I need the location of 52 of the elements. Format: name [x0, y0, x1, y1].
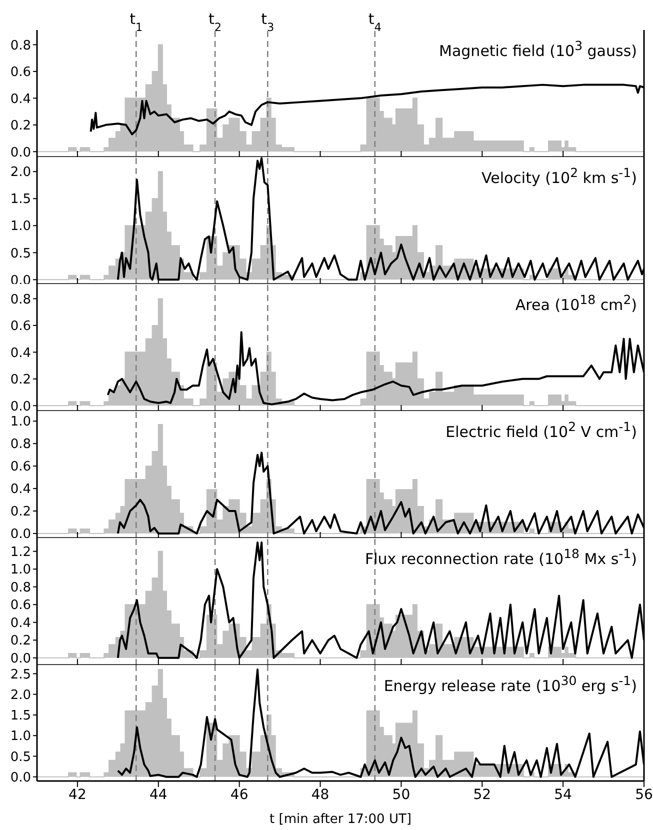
y-tick-label: 0.0: [10, 145, 31, 160]
y-tick-label: 0.4: [10, 482, 31, 498]
y-tick-label: 0.2: [10, 504, 31, 520]
y-tick-label: 1.5: [10, 708, 31, 724]
y-tick-label: 0.8: [10, 38, 31, 54]
y-tick-label: 2.0: [10, 165, 31, 180]
y-tick-label: 0.0: [10, 399, 31, 414]
y-tick-label: 0.6: [10, 65, 31, 80]
x-tick-label: 54: [554, 786, 572, 803]
y-tick-label: 0.5: [10, 246, 31, 262]
y-tick-label: 1.0: [10, 219, 31, 234]
y-tick-label: 0.8: [10, 437, 31, 452]
y-tick-label: 0.2: [10, 634, 31, 649]
x-tick-label: 50: [392, 786, 410, 803]
y-tick-label: 1.0: [10, 562, 31, 578]
y-tick-label: 0.2: [10, 372, 31, 388]
y-tick-label: 1.0: [10, 414, 31, 430]
annotation: Energy release rate (10$^{30}$ erg s$^{-1}$): [384, 673, 637, 695]
ref-line-label: t$_{4}$: [368, 10, 382, 34]
x-tick-label: 46: [230, 786, 248, 803]
y-tick-label: 0.5: [10, 750, 31, 765]
ref-line-label: t$_{3}$: [261, 10, 274, 34]
x-tick-label: 44: [149, 786, 168, 803]
y-tick-label: 0.4: [10, 616, 31, 631]
y-tick-label: 1.5: [10, 192, 31, 208]
annotation: Area (10$^{18}$ cm$^{2}$): [515, 292, 637, 314]
y-tick-label: 0.0: [10, 652, 31, 667]
y-tick-label: 0.4: [10, 346, 31, 361]
y-tick-label: 0.4: [10, 92, 31, 107]
y-tick-label: 0.2: [10, 118, 31, 134]
y-tick-label: 0.8: [10, 580, 31, 596]
x-axis-title: t [min after 17:00 UT]: [270, 812, 412, 827]
x-tick-label: 42: [68, 786, 86, 803]
y-tick-label: 0.0: [10, 770, 31, 786]
y-tick-label: 1.2: [10, 544, 31, 560]
annotation: Velocity (10$^{2}$ km s$^{-1}$): [482, 165, 637, 187]
y-tick-label: 0.6: [10, 319, 31, 334]
y-tick-label: 0.8: [10, 292, 31, 308]
annotation: Magnetic field (10$^{3}$ gauss): [439, 38, 637, 60]
x-tick-label: 48: [311, 786, 330, 803]
y-tick-label: 0.0: [10, 527, 31, 542]
ref-line-label: t$_{2}$: [208, 10, 222, 34]
annotation: Flux reconnection rate (10$^{18}$ Mx s$^{-1}$): [364, 546, 637, 568]
x-tick-label: 52: [473, 786, 492, 803]
ref-line-label: t$_{1}$: [130, 10, 143, 34]
annotation: Electric field (10$^{2}$ V cm$^{-1}$): [446, 419, 637, 441]
y-tick-label: 0.6: [10, 598, 31, 614]
y-tick-label: 0.6: [10, 460, 31, 475]
x-tick-label: 56: [635, 786, 653, 803]
y-tick-label: 2.0: [10, 688, 31, 703]
y-tick-label: 1.0: [10, 729, 31, 744]
y-tick-label: 2.5: [10, 667, 31, 682]
